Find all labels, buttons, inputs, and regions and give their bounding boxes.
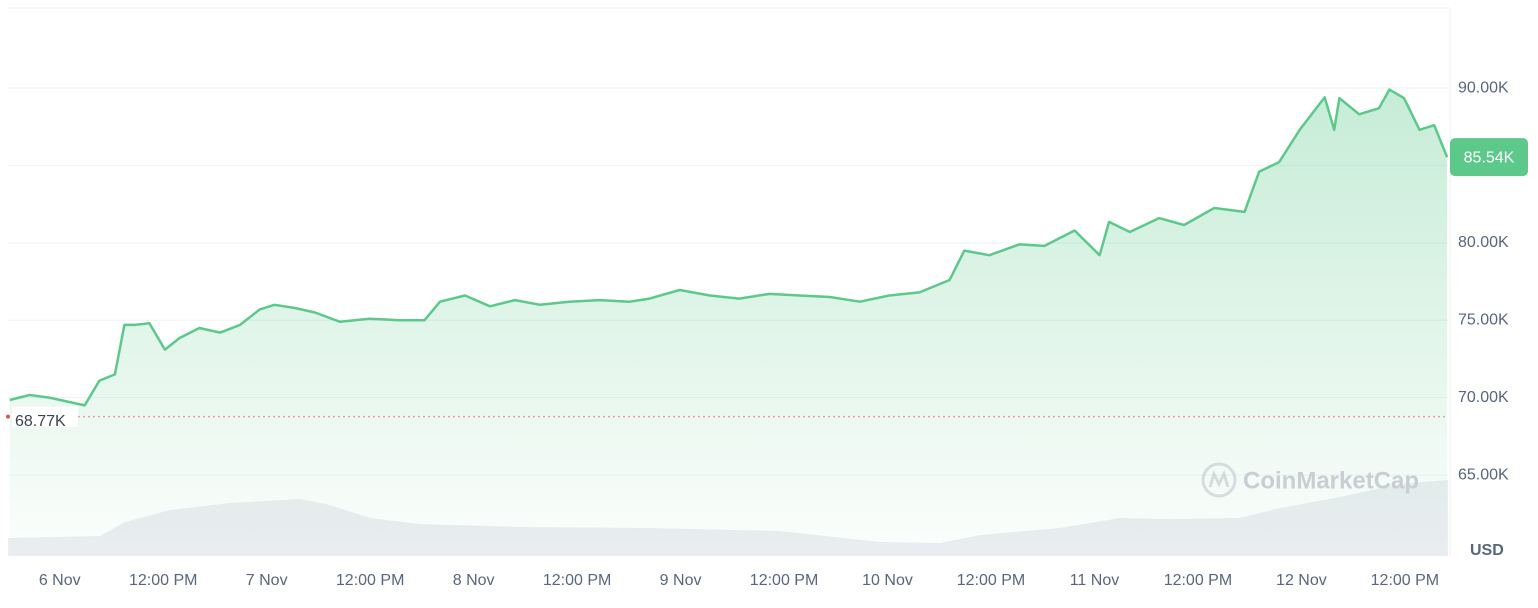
watermark: CoinMarketCap <box>1243 467 1419 494</box>
y-tick-label: 65.00K <box>1458 466 1509 483</box>
x-tick-label: 12:00 PM <box>1164 572 1232 589</box>
watermark-logo <box>1201 462 1237 498</box>
y-tick-label: 90.00K <box>1458 79 1509 96</box>
x-tick-label: 12:00 PM <box>336 572 404 589</box>
y-axis-unit: USD <box>1470 542 1504 559</box>
x-tick-label: 12:00 PM <box>957 572 1025 589</box>
x-tick-label: 12:00 PM <box>1371 572 1439 589</box>
x-tick-label: 12:00 PM <box>543 572 611 589</box>
x-tick-label: 12 Nov <box>1276 572 1327 589</box>
y-tick-label: 75.00K <box>1458 311 1509 328</box>
y-tick-label: 70.00K <box>1458 389 1509 406</box>
x-tick-label: 6 Nov <box>39 572 81 589</box>
y-tick-label: 80.00K <box>1458 234 1509 251</box>
x-tick-label: 8 Nov <box>453 572 495 589</box>
x-tick-label: 11 Nov <box>1070 572 1120 589</box>
last-price-badge <box>1450 138 1528 177</box>
x-tick-label: 12:00 PM <box>129 572 197 589</box>
x-tick-label: 10 Nov <box>862 572 913 589</box>
last-price-label: 85.54K <box>1464 149 1515 166</box>
reference-label-bg <box>12 406 78 427</box>
price-line <box>9 88 1449 407</box>
x-tick-label: 7 Nov <box>246 572 288 589</box>
price-area <box>9 89 1448 556</box>
x-tick-label: 9 Nov <box>660 572 702 589</box>
x-tick-label: 12:00 PM <box>750 572 818 589</box>
reference-label: 68.77K <box>15 413 66 430</box>
reference-dot <box>6 414 10 419</box>
